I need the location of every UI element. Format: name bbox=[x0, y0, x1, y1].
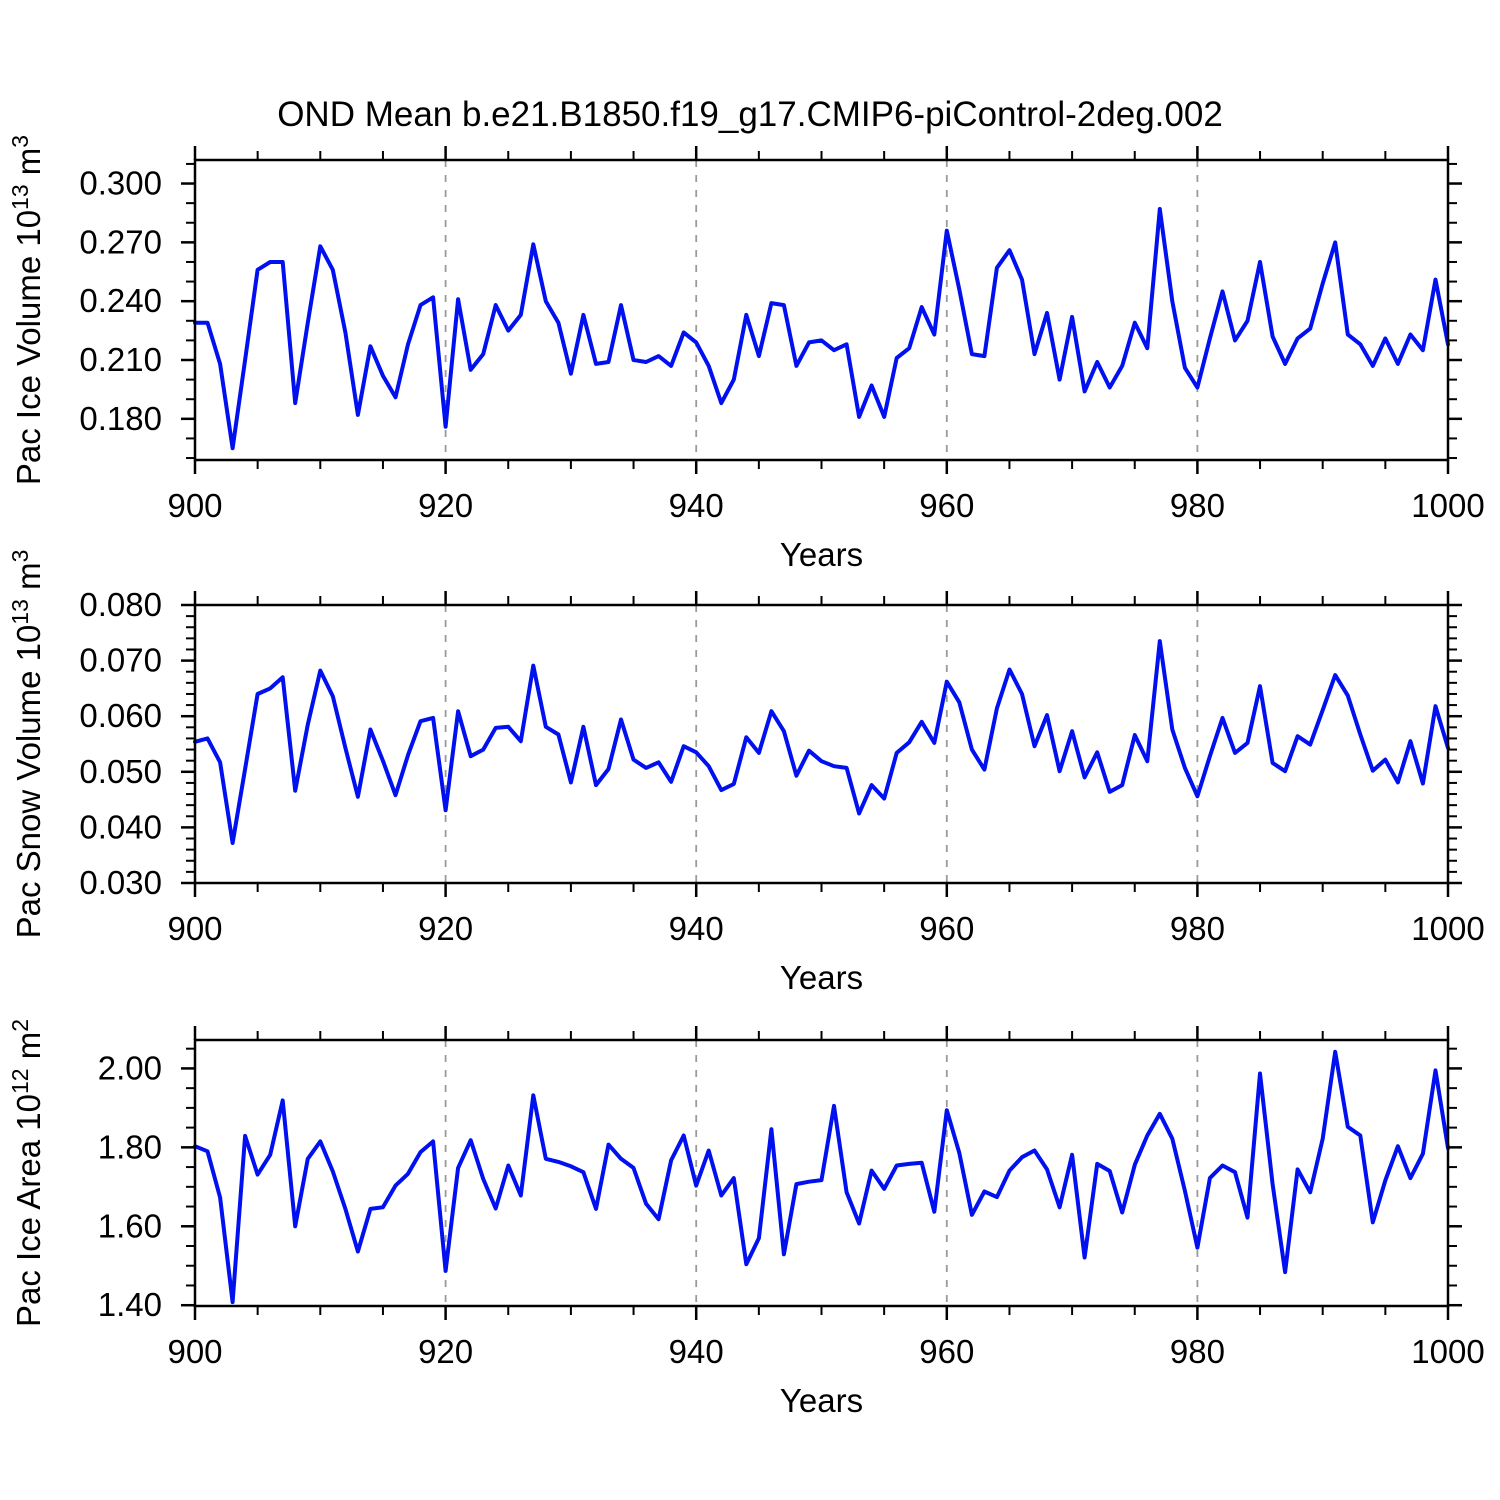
y-tick-label: 0.210 bbox=[79, 341, 162, 378]
x-tick-label: 940 bbox=[669, 1333, 724, 1370]
x-tick-label: 900 bbox=[167, 487, 222, 524]
x-tick-label: 900 bbox=[167, 1333, 222, 1370]
x-tick-label: 920 bbox=[418, 1333, 473, 1370]
y-tick-label: 1.80 bbox=[98, 1128, 162, 1165]
y-tick-label: 0.050 bbox=[79, 753, 162, 790]
y-tick-label: 0.030 bbox=[79, 864, 162, 901]
x-tick-label: 920 bbox=[418, 487, 473, 524]
y-tick-label: 0.300 bbox=[79, 165, 162, 202]
x-tick-label: 960 bbox=[919, 487, 974, 524]
y-tick-label: 0.240 bbox=[79, 282, 162, 319]
x-tick-label: 980 bbox=[1170, 1333, 1225, 1370]
pac-ice-area-line bbox=[193, 1049, 1450, 1305]
y-tick-label: 0.070 bbox=[79, 642, 162, 679]
x-axis-title: Years bbox=[780, 536, 863, 573]
grid-lines bbox=[444, 605, 1199, 883]
x-tick-label: 960 bbox=[919, 910, 974, 947]
pac-ice-volume-line bbox=[193, 207, 1450, 451]
x-tick-label: 920 bbox=[418, 910, 473, 947]
grid-lines bbox=[444, 160, 1199, 460]
x-tick-label: 900 bbox=[167, 910, 222, 947]
x-tick-label: 980 bbox=[1170, 910, 1225, 947]
y-tick-label: 1.60 bbox=[98, 1207, 162, 1244]
axes: 900 920 940 960 980 1000 0.180 0.210 0.240 0.270 0… bbox=[79, 146, 1485, 524]
y-tick-label: 1.40 bbox=[98, 1286, 162, 1323]
axes: 900 920 940 960 980 1000 0.030 0.040 0.050 0.060 0… bbox=[79, 586, 1484, 947]
x-tick-label: 940 bbox=[669, 910, 724, 947]
y-tick-label: 2.00 bbox=[98, 1049, 162, 1086]
axes: 900 920 940 960 980 1000 1.40 1.60 1.80 2.00 bbox=[98, 1026, 1485, 1370]
y-tick-label: 0.040 bbox=[79, 808, 162, 845]
x-tick-label: 1000 bbox=[1411, 487, 1484, 524]
figure-title: OND Mean b.e21.B1850.f19_g17.CMIP6-piCon… bbox=[277, 95, 1223, 134]
pac-snow-volume-line bbox=[193, 639, 1450, 845]
y-tick-label: 0.060 bbox=[79, 697, 162, 734]
panel-3-pac-ice-area: 900 920 940 960 980 1000 1.40 1.60 1.80 2.00 Years… bbox=[7, 1019, 1485, 1419]
y-tick-label: 0.080 bbox=[79, 586, 162, 623]
x-axis-title: Years bbox=[780, 1382, 863, 1419]
panel-1-pac-ice-volume: 900 920 940 960 980 1000 0.180 0.210 0.240 0.270 0… bbox=[7, 135, 1485, 573]
x-tick-label: 1000 bbox=[1411, 910, 1484, 947]
y-axis-title: Pac Ice Area 1012 m2 bbox=[7, 1019, 47, 1327]
x-axis-title: Years bbox=[780, 959, 863, 996]
y-axis-title: Pac Ice Volume 1013 m3 bbox=[7, 135, 47, 485]
x-tick-label: 980 bbox=[1170, 487, 1225, 524]
x-tick-label: 940 bbox=[669, 487, 724, 524]
y-axis-title: Pac Snow Volume 1013 m3 bbox=[7, 550, 47, 939]
panel-2-pac-snow-volume: 900 920 940 960 980 1000 0.030 0.040 0.050 0.060 0… bbox=[7, 550, 1485, 996]
y-tick-label: 0.270 bbox=[79, 223, 162, 260]
x-tick-label: 960 bbox=[919, 1333, 974, 1370]
y-tick-label: 0.180 bbox=[79, 400, 162, 437]
x-tick-label: 1000 bbox=[1411, 1333, 1484, 1370]
